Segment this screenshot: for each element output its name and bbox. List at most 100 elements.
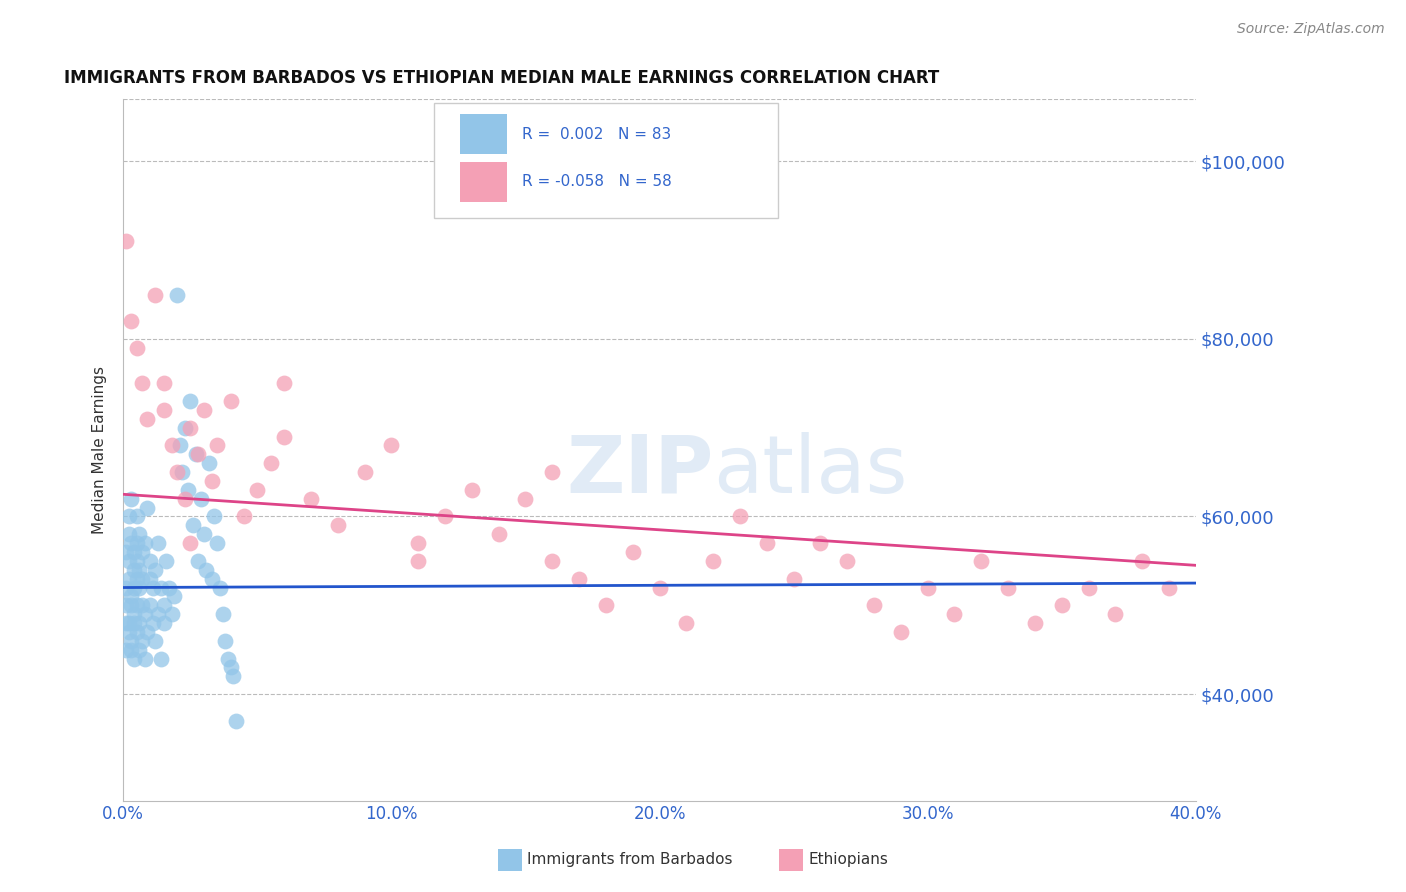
- Point: [149, 581, 172, 595]
- Point: [166, 287, 188, 301]
- Point: [139, 554, 162, 568]
- FancyBboxPatch shape: [460, 114, 508, 154]
- Point: [943, 607, 966, 622]
- Point: [120, 314, 142, 328]
- Point: [217, 651, 239, 665]
- Text: IMMIGRANTS FROM BARBADOS VS ETHIOPIAN MEDIAN MALE EARNINGS CORRELATION CHART: IMMIGRANTS FROM BARBADOS VS ETHIOPIAN ME…: [65, 69, 939, 87]
- Point: [131, 572, 153, 586]
- Point: [125, 624, 148, 639]
- Point: [125, 554, 148, 568]
- Point: [115, 545, 138, 559]
- Point: [1077, 581, 1099, 595]
- Point: [128, 642, 150, 657]
- Point: [621, 545, 644, 559]
- Point: [1157, 581, 1180, 595]
- Point: [233, 509, 256, 524]
- FancyBboxPatch shape: [434, 103, 778, 219]
- Point: [122, 545, 145, 559]
- Point: [273, 429, 295, 443]
- Point: [118, 615, 141, 630]
- Point: [118, 554, 141, 568]
- Point: [152, 376, 174, 391]
- Point: [118, 509, 141, 524]
- Point: [155, 554, 177, 568]
- Point: [461, 483, 484, 497]
- Point: [163, 590, 186, 604]
- Point: [201, 474, 224, 488]
- Point: [125, 572, 148, 586]
- Point: [131, 633, 153, 648]
- Point: [174, 420, 197, 434]
- Point: [187, 447, 209, 461]
- Point: [181, 518, 204, 533]
- Point: [190, 491, 212, 506]
- Point: [134, 607, 156, 622]
- Point: [145, 633, 167, 648]
- Point: [273, 376, 295, 391]
- Point: [120, 642, 142, 657]
- Point: [169, 438, 191, 452]
- Point: [195, 563, 218, 577]
- Point: [326, 518, 349, 533]
- Point: [675, 615, 697, 630]
- Text: Source: ZipAtlas.com: Source: ZipAtlas.com: [1237, 22, 1385, 37]
- Point: [139, 572, 162, 586]
- Point: [142, 581, 165, 595]
- Point: [246, 483, 269, 497]
- Point: [890, 624, 912, 639]
- Point: [187, 554, 209, 568]
- Point: [122, 615, 145, 630]
- Point: [515, 491, 537, 506]
- Point: [128, 615, 150, 630]
- Point: [211, 607, 233, 622]
- Point: [115, 581, 138, 595]
- Point: [1024, 615, 1046, 630]
- Point: [1130, 554, 1153, 568]
- Point: [115, 615, 138, 630]
- Point: [118, 527, 141, 541]
- Point: [122, 607, 145, 622]
- Point: [146, 607, 169, 622]
- Point: [115, 599, 138, 613]
- Point: [541, 554, 564, 568]
- Point: [214, 633, 236, 648]
- Point: [208, 581, 231, 595]
- Point: [380, 438, 402, 452]
- Point: [225, 714, 247, 728]
- Point: [120, 590, 142, 604]
- Point: [139, 599, 162, 613]
- Point: [728, 509, 751, 524]
- FancyBboxPatch shape: [460, 162, 508, 202]
- Point: [145, 287, 167, 301]
- Point: [782, 572, 804, 586]
- Point: [136, 624, 159, 639]
- Point: [648, 581, 671, 595]
- Point: [142, 615, 165, 630]
- Point: [179, 394, 201, 409]
- Point: [152, 403, 174, 417]
- Point: [568, 572, 591, 586]
- Point: [134, 651, 156, 665]
- Text: Immigrants from Barbados: Immigrants from Barbados: [527, 853, 733, 867]
- Text: R = -0.058   N = 58: R = -0.058 N = 58: [522, 175, 672, 189]
- Point: [179, 536, 201, 550]
- Point: [131, 599, 153, 613]
- Point: [406, 536, 429, 550]
- Point: [997, 581, 1019, 595]
- Point: [120, 599, 142, 613]
- Point: [146, 536, 169, 550]
- Point: [131, 376, 153, 391]
- Point: [174, 491, 197, 506]
- Point: [122, 563, 145, 577]
- Point: [702, 554, 724, 568]
- Point: [128, 581, 150, 595]
- Point: [595, 599, 617, 613]
- Point: [115, 642, 138, 657]
- Y-axis label: Median Male Earnings: Median Male Earnings: [93, 366, 107, 534]
- Point: [176, 483, 198, 497]
- Point: [810, 536, 832, 550]
- Point: [970, 554, 993, 568]
- Point: [193, 527, 215, 541]
- Text: ZIP: ZIP: [567, 432, 713, 510]
- Point: [152, 599, 174, 613]
